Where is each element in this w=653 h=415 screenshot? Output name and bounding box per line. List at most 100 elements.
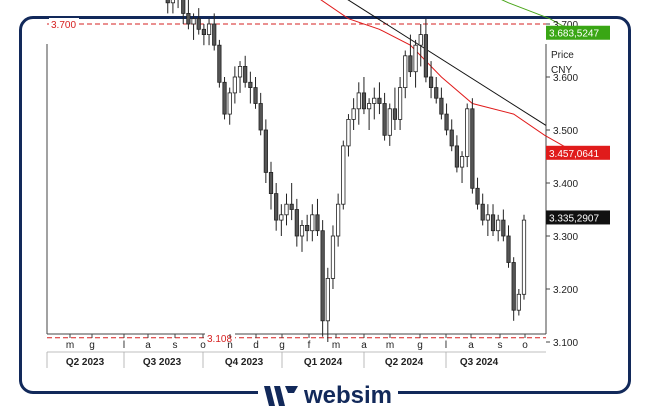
candle — [485, 204, 490, 236]
candle-body — [444, 113, 449, 131]
axes: Price CNY 4.0003.9003.8003.7003.6003.500… — [546, 20, 578, 349]
month-label: s — [173, 340, 178, 351]
candle — [299, 220, 305, 252]
candle-body — [294, 209, 299, 237]
candle-body — [237, 66, 243, 78]
candle — [511, 257, 516, 321]
candle — [212, 13, 217, 51]
candle-body — [521, 219, 527, 295]
level-label-bg — [49, 18, 79, 30]
candle — [465, 103, 470, 168]
candle — [294, 198, 299, 247]
candle-body — [480, 203, 485, 221]
candle-body — [397, 87, 403, 120]
candle — [434, 77, 439, 104]
candle-body — [367, 103, 372, 110]
candle-body — [305, 224, 310, 232]
candle — [418, 24, 423, 67]
candle — [372, 87, 377, 120]
candle — [439, 87, 444, 120]
quarter-label: Q1 2024 — [304, 357, 343, 368]
candle-body — [212, 23, 217, 46]
candle-body — [356, 92, 361, 110]
price-badge-label: 3.335,2907 — [549, 213, 599, 224]
candle — [289, 183, 294, 221]
candle-body — [253, 87, 258, 104]
candle-body — [232, 76, 237, 94]
candle-body — [465, 108, 470, 157]
month-label: g — [279, 340, 285, 351]
candle-body — [289, 203, 294, 210]
quarter-label: Q3 2024 — [460, 357, 499, 368]
candle — [444, 103, 449, 136]
candle — [253, 77, 258, 109]
candle-body — [243, 66, 248, 83]
currency-label: CNY — [551, 65, 572, 76]
ma-red-line — [320, 0, 576, 154]
price-badge-label: 3.683,5247 — [549, 29, 599, 40]
candle — [470, 98, 475, 194]
candle — [392, 87, 398, 130]
candle-body — [475, 187, 480, 205]
month-label: f — [308, 340, 311, 351]
horizontal-levels: 3.700 3.108 — [47, 18, 546, 345]
candle — [351, 98, 356, 130]
candle — [170, 0, 176, 14]
candle-body — [325, 277, 330, 322]
candle-body — [351, 108, 356, 120]
chart-frame — [19, 16, 631, 394]
candle-body — [408, 55, 413, 73]
candle — [315, 198, 320, 236]
candle — [258, 92, 263, 136]
level-label: 3.700 — [51, 20, 76, 31]
candle — [367, 98, 372, 130]
candle — [496, 214, 501, 242]
candle-body — [361, 92, 367, 110]
level-label-bg — [205, 331, 235, 344]
candle — [320, 220, 325, 337]
candle — [237, 61, 243, 93]
candle — [382, 92, 387, 141]
month-label: g — [417, 340, 423, 351]
quarter-label: Q4 2023 — [225, 357, 264, 368]
candle — [232, 66, 237, 104]
candle — [377, 82, 382, 115]
candle-body — [387, 108, 392, 136]
candle-body — [299, 224, 305, 237]
candle — [361, 77, 367, 115]
quarter-label: Q2 2024 — [385, 357, 424, 368]
moving-averages — [320, 0, 576, 154]
candle — [310, 204, 315, 242]
candle-body — [196, 18, 201, 30]
candle — [516, 289, 521, 316]
month-label: d — [253, 340, 259, 351]
quarter-label: Q2 2023 — [66, 357, 105, 368]
price-badge-label: 3.457,0641 — [549, 149, 599, 160]
candle — [356, 82, 361, 125]
y-tick-label: 3.600 — [553, 73, 578, 84]
candle-body — [346, 119, 351, 147]
candle — [490, 204, 496, 236]
x-axis: m g l a s o n d g f m a m g l a s o Q2 2023 Q3 2023 Q4 2023 Q… — [46, 334, 546, 368]
candle — [325, 267, 330, 342]
candle — [305, 214, 310, 242]
brand-logo: websim — [258, 381, 398, 411]
candle-body — [320, 230, 325, 322]
candle — [186, 0, 191, 30]
candle-body — [449, 129, 454, 147]
month-label: o — [522, 340, 528, 351]
candle-body — [268, 171, 274, 194]
price-badges: 3.683,5247 3.457,0641 3.335,2907 — [546, 25, 610, 225]
month-label: m — [66, 340, 74, 351]
price-badge — [546, 210, 610, 225]
candle — [222, 77, 227, 120]
candles — [165, 0, 527, 342]
candle-body — [511, 262, 516, 311]
candle — [475, 177, 480, 210]
month-label: l — [445, 340, 447, 351]
candle — [196, 8, 201, 35]
candle-body — [423, 34, 429, 78]
websim-logo-icon — [263, 386, 298, 406]
candle — [413, 39, 418, 88]
candle-body — [310, 214, 315, 232]
